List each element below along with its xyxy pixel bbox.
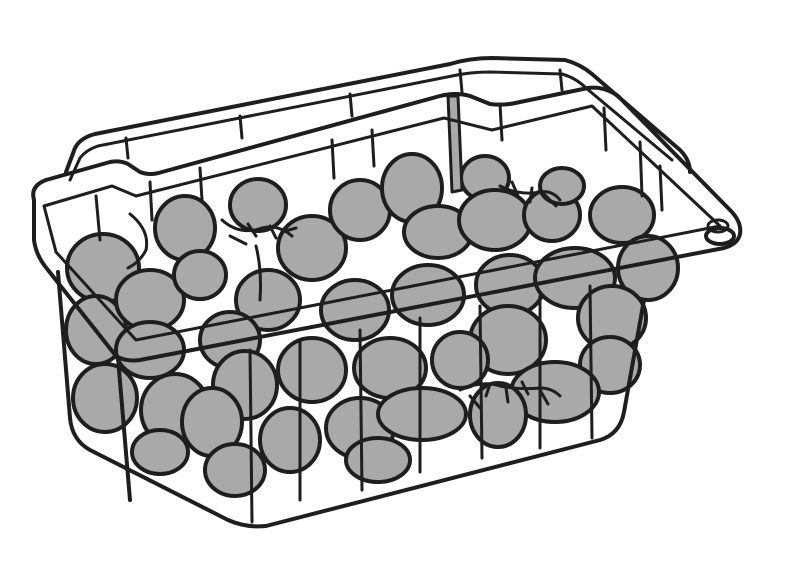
container-front-wall [31,85,743,529]
grapes-front-layer [64,246,648,498]
container-back-rim [64,56,692,182]
